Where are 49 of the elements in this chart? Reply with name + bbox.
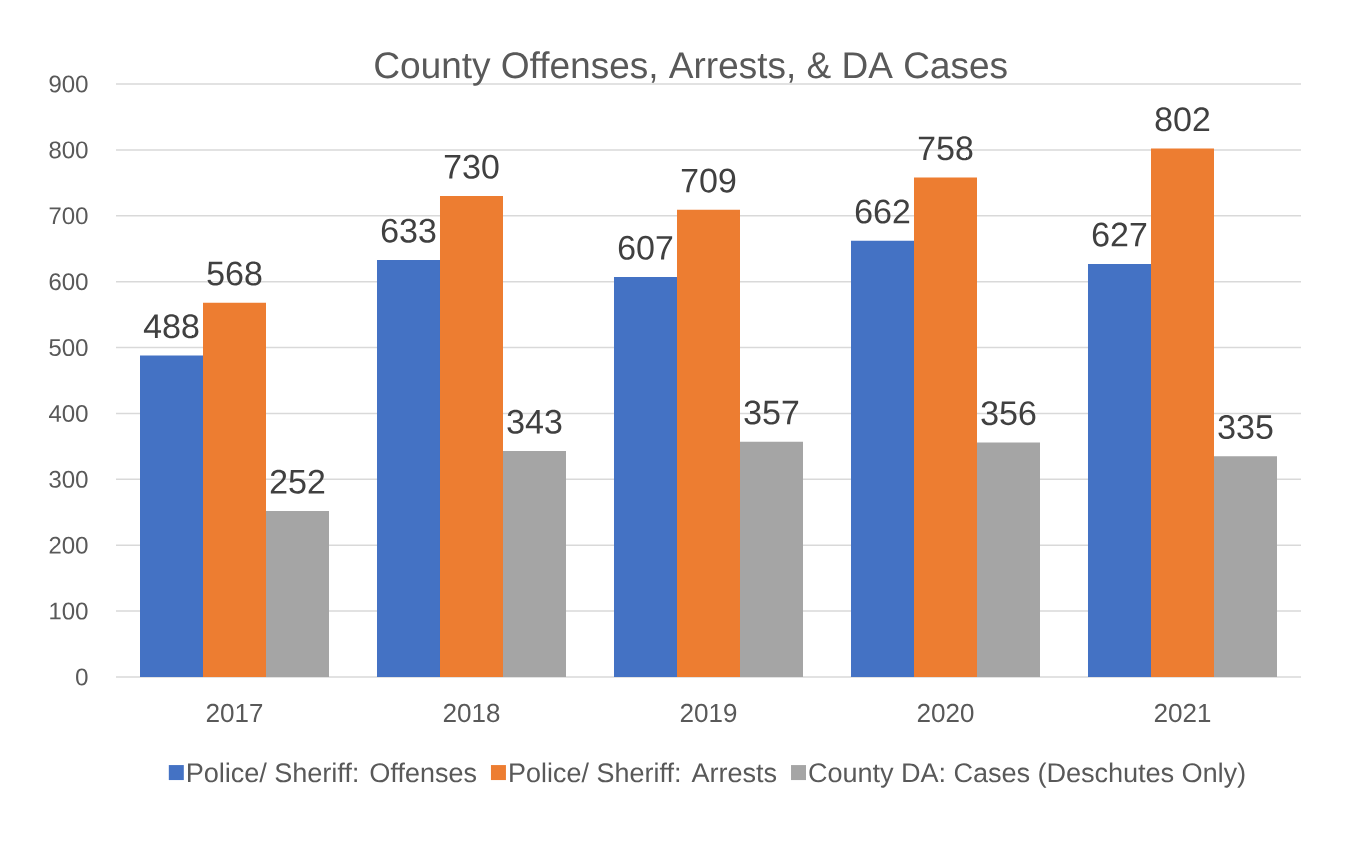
data-label: 568 — [207, 261, 262, 286]
y-tick-label: 0 — [76, 668, 88, 686]
y-tick-label: 800 — [49, 141, 88, 159]
bar — [503, 451, 566, 677]
bar — [1151, 148, 1214, 677]
data-label: 758 — [918, 136, 973, 161]
legend-label: Police/ Sheriff: Offenses — [188, 762, 476, 783]
legend-label: County DA: Cases (Deschutes Only) — [809, 762, 1245, 788]
y-tick-label: 700 — [49, 207, 88, 225]
bar — [203, 302, 266, 677]
chart-title: County Offenses, Arrests, & DA Cases — [375, 51, 1007, 86]
x-tick-label: 2018 — [443, 703, 500, 723]
bar — [377, 259, 440, 677]
x-tick-label: 2017 — [206, 703, 263, 723]
x-tick-label: 2020 — [917, 703, 974, 723]
data-label: 252 — [270, 469, 325, 494]
data-label: 607 — [618, 235, 673, 260]
bar — [1214, 456, 1277, 677]
bar — [440, 196, 503, 677]
y-tick-label: 400 — [48, 404, 88, 422]
bar — [614, 277, 677, 677]
data-label: 488 — [143, 314, 199, 339]
y-tick-label: 100 — [50, 602, 88, 620]
data-label: 802 — [1155, 107, 1210, 132]
data-label: 730 — [444, 154, 499, 179]
data-label: 335 — [1218, 415, 1273, 440]
y-tick-label: 300 — [49, 470, 88, 488]
y-tick-label: 500 — [49, 339, 88, 357]
data-label: 357 — [744, 400, 799, 425]
bar — [140, 355, 203, 677]
data-label: 662 — [855, 199, 910, 224]
bar — [740, 441, 803, 677]
bar — [914, 177, 977, 677]
data-label: 356 — [981, 401, 1036, 426]
data-label: 633 — [381, 218, 436, 243]
bar — [1087, 263, 1151, 677]
data-label: 627 — [1092, 222, 1147, 247]
bar — [677, 209, 740, 677]
data-label: 709 — [681, 168, 736, 193]
bar — [851, 240, 914, 677]
x-tick-label: 2021 — [1154, 703, 1211, 723]
legend-label: Police/ Sheriff: Arrests — [510, 762, 777, 783]
x-tick-label: 2019 — [680, 703, 737, 723]
bar — [266, 510, 329, 677]
y-tick-label: 200 — [49, 536, 88, 554]
y-tick-label: 600 — [49, 273, 88, 291]
bar — [977, 442, 1040, 677]
data-label: 343 — [507, 409, 562, 434]
y-tick-label: 900 — [49, 75, 88, 93]
